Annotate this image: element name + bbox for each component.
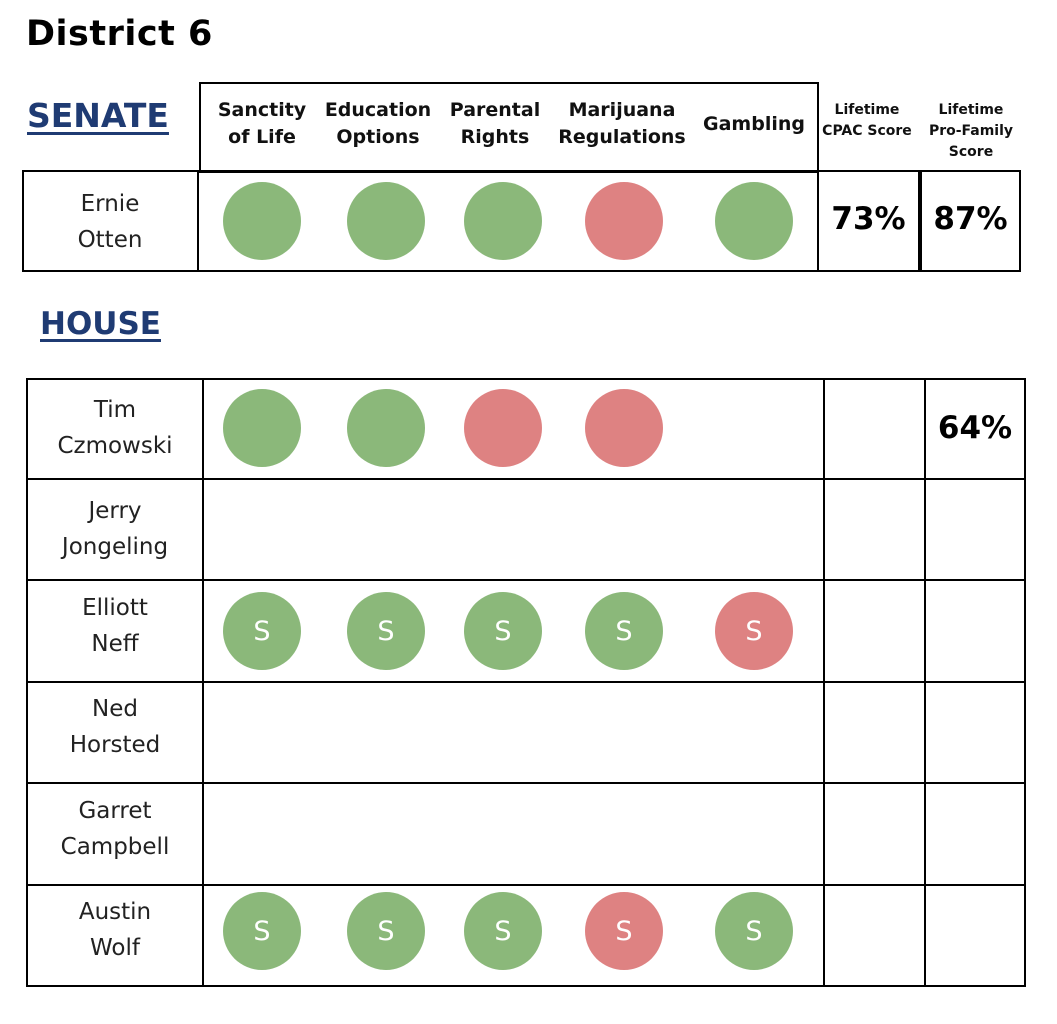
- senator-name: Ernie Otten: [77, 191, 143, 253]
- house-vote-dot-oppose: [585, 389, 663, 467]
- page-title: District 6: [26, 14, 213, 54]
- house-vote-dot-support: S: [464, 892, 542, 970]
- house-vote-dot-oppose: S: [585, 892, 663, 970]
- senate-pro-family-cell: [920, 170, 1021, 272]
- senate-heading: SENATE: [27, 96, 169, 135]
- issue-header-gambling: Gambling: [703, 113, 805, 135]
- senate-vote-dot-support: [464, 182, 542, 260]
- house-vote-dot-oppose: [464, 389, 542, 467]
- house-vote-dot-oppose: S: [715, 592, 793, 670]
- house-vote-dot-support: S: [223, 592, 301, 670]
- senate-pro-family-score: 87%: [933, 201, 1008, 237]
- house-member-name: Tim Czmowski: [57, 397, 173, 459]
- house-vote-dot-support: S: [223, 892, 301, 970]
- issue-header-education: Education Options: [324, 99, 432, 148]
- house-vote-dot-support: [223, 389, 301, 467]
- issues-header-box: [199, 82, 819, 173]
- house-member-name: Austin Wolf: [78, 899, 152, 961]
- house-heading: HOUSE: [40, 306, 161, 342]
- house-member-name: Elliott Neff: [82, 595, 148, 657]
- house-vote-dot-support: S: [715, 892, 793, 970]
- senate-vote-dot-support: [715, 182, 793, 260]
- house-vote-dot-support: S: [464, 592, 542, 670]
- senate-vote-dot-oppose: [585, 182, 663, 260]
- senate-vote-dot-support: [347, 182, 425, 260]
- issue-header-parental: Parental Rights: [449, 99, 541, 148]
- house-member-name: Ned Horsted: [69, 696, 161, 758]
- senate-vote-dot-support: [223, 182, 301, 260]
- senate-cpac-score: 73%: [831, 201, 906, 237]
- house-pro-family-score: 64%: [937, 410, 1013, 446]
- house-vote-dot-support: S: [347, 592, 425, 670]
- issue-header-sanctity: Sanctity of Life: [217, 99, 307, 148]
- score-header-pro-family: Lifetime Pro-Family Score: [928, 102, 1014, 160]
- house-member-name: Garret Campbell: [60, 798, 170, 860]
- issue-header-marijuana: Marijuana Regulations: [558, 99, 686, 148]
- house-member-name: Jerry Jongeling: [61, 498, 169, 560]
- house-vote-dot-support: S: [585, 592, 663, 670]
- house-vote-dot-support: [347, 389, 425, 467]
- house-vote-dot-support: S: [347, 892, 425, 970]
- score-header-cpac: Lifetime CPAC Score: [822, 102, 912, 139]
- senate-cpac-cell: [817, 170, 920, 272]
